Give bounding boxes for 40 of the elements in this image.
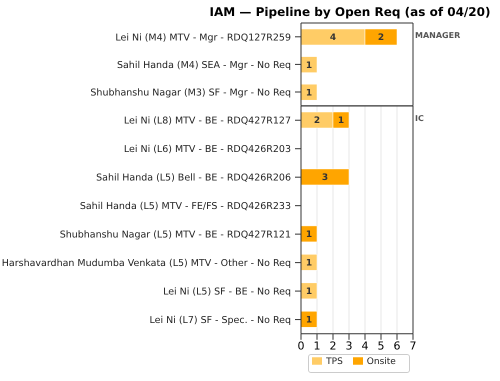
y-tick-label: Shubhanshu Nagar (M3) SF - Mgr - No Req: [90, 87, 291, 98]
x-tick-label: 7: [410, 339, 416, 352]
y-tick-label: Lei Ni (M4) MTV - Mgr - RDQ127R259: [115, 32, 291, 44]
data-label: 1: [338, 116, 344, 126]
x-tick-label: 1: [314, 339, 320, 352]
x-tick-label: 6: [394, 339, 400, 352]
y-tick-label: Lei Ni (L7) SF - Spec. - No Req: [150, 314, 291, 326]
data-label: 1: [306, 88, 312, 98]
data-label: 2: [314, 116, 320, 126]
y-tick-label: Harshavardhan Mudumba Venkata (L5) MTV - Other - No Req: [2, 258, 291, 269]
data-label: 1: [306, 258, 312, 268]
data-label: 1: [306, 60, 312, 71]
chart-title: IAM — Pipeline by Open Req (as of 04/20): [208, 5, 492, 19]
data-label: 4: [330, 33, 336, 44]
data-label: 1: [306, 315, 312, 326]
data-label: 2: [378, 33, 384, 44]
bar: [301, 282, 318, 299]
y-tick-label: Lei Ni (L6) MTV - BE - RDQ426R203: [124, 144, 291, 156]
x-tick-label: 5: [378, 339, 384, 352]
text: IC: [415, 114, 424, 123]
data-label: 3: [322, 172, 328, 183]
legend-label: TPS: [326, 356, 343, 367]
data-label: 1: [306, 286, 312, 297]
y-tick-label: Sahil Handa (L5) MTV - FE/FS - RDQ426R233: [80, 200, 291, 212]
y-tick-label: Lei Ni (L8) MTV - BE - RDQ427R127: [124, 116, 291, 127]
x-tick-label: 0: [298, 339, 304, 352]
bar: [301, 225, 318, 242]
y-tick-label: Shubhanshu Nagar (L5) MTV - BE - RDQ427R121: [60, 229, 291, 240]
bar: [301, 254, 318, 270]
x-tick-label: 2: [330, 339, 336, 352]
y-tick-label: Lei Ni (L5) SF - BE - No Req: [163, 286, 291, 298]
data-label: 1: [306, 230, 312, 240]
text: MANAGER: [415, 30, 460, 40]
x-tick-label: 4: [362, 339, 368, 352]
bar: [301, 310, 318, 328]
x-tick-label: 3: [346, 339, 352, 352]
y-tick-label: Sahil Handa (M4) SEA - Mgr - No Req: [116, 60, 291, 71]
legend-label: Onsite: [366, 356, 396, 367]
bar: [301, 168, 350, 186]
y-tick-label: Sahil Handa (L5) Bell - BE - RDQ426R206: [96, 172, 291, 184]
